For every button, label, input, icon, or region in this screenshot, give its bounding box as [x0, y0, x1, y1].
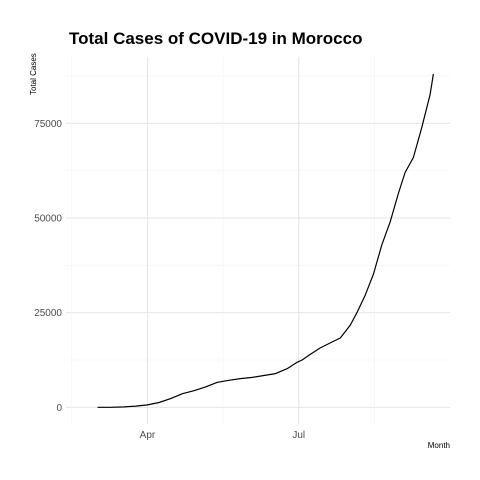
- total-cases-line: [98, 74, 434, 407]
- x-axis-label: Month: [428, 441, 450, 450]
- y-axis-label: Total Cases: [29, 53, 38, 95]
- x-tick-label: Jul: [292, 430, 305, 441]
- x-tick-label: Apr: [140, 430, 156, 441]
- gridlines: [66, 57, 450, 424]
- y-tick-label: 25000: [34, 308, 62, 319]
- y-tick-label: 0: [56, 403, 62, 414]
- y-tick-label: 50000: [34, 213, 62, 224]
- y-tick-label: 75000: [34, 119, 62, 130]
- chart-title: Total Cases of COVID-19 in Morocco: [69, 29, 362, 48]
- x-axis-tick-labels: Apr Jul: [140, 430, 305, 441]
- y-axis-tick-labels: 0 25000 50000 75000: [34, 119, 62, 414]
